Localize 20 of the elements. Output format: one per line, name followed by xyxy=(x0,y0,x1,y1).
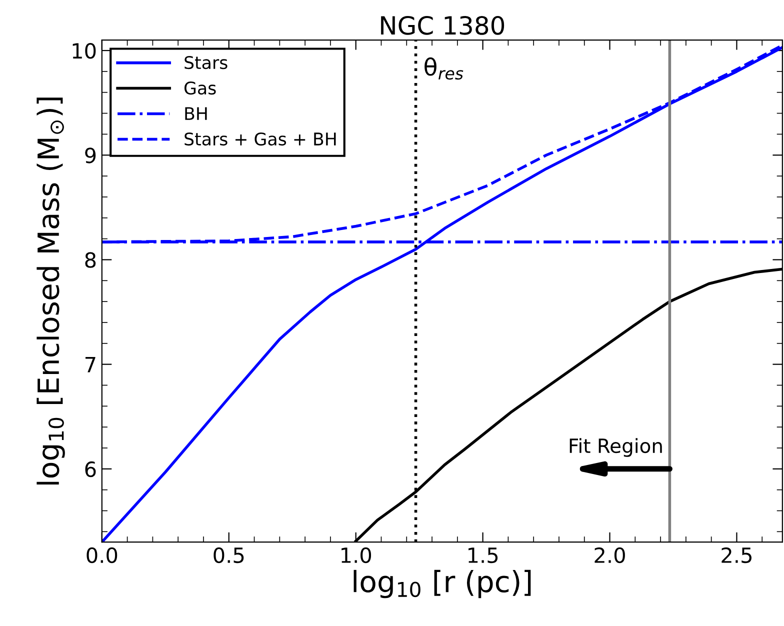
x-tick-label: 1.5 xyxy=(468,548,498,564)
annotation: Fit Region xyxy=(570,438,662,457)
legend-label: Stars + Gas + BH xyxy=(184,132,336,146)
x-tick-label: 2.0 xyxy=(594,547,625,564)
x-tick-label: 0.0 xyxy=(86,547,118,564)
y-axis-title: log$_{10}$ [Enclosed Mass (M$_{⊙}$)] xyxy=(36,98,65,484)
y-tick-label: 7 xyxy=(86,357,96,372)
legend-label: BH xyxy=(185,107,207,120)
ref-line-label: θ$_{res}$ xyxy=(424,57,464,80)
y-tick-label: 10 xyxy=(72,42,96,59)
legend-label: Stars xyxy=(184,56,228,70)
chart-title: NGC 1380 xyxy=(381,16,504,35)
y-tick-label: 8 xyxy=(85,252,96,268)
y-tick-label: 9 xyxy=(85,148,96,164)
x-tick-label: 0.5 xyxy=(214,547,244,564)
legend-label: Gas xyxy=(184,81,216,95)
x-axis-title: log$_{10}$ [r (pc)] xyxy=(354,570,531,598)
x-tick-label: 2.5 xyxy=(722,547,752,564)
y-tick-label: 6 xyxy=(85,461,96,478)
x-tick-label: 1.0 xyxy=(342,547,372,564)
